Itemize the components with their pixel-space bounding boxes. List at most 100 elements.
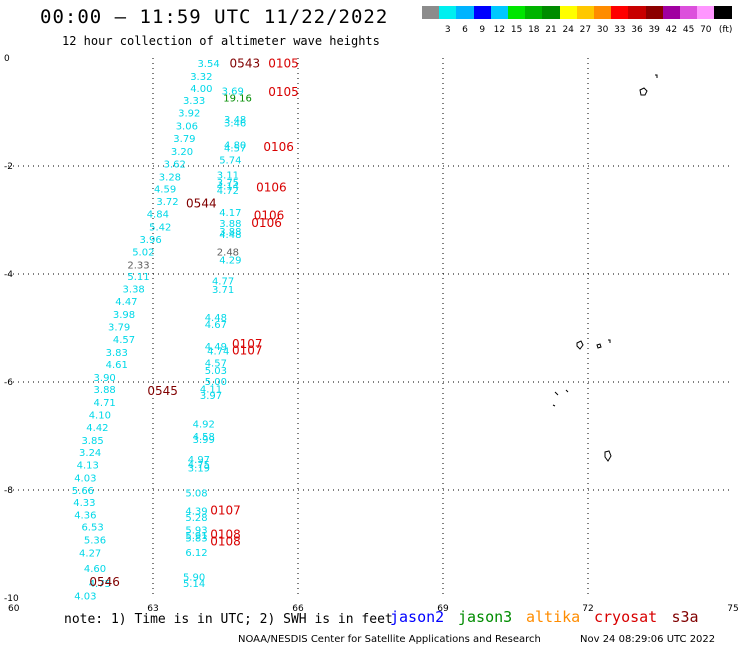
scale-swatch xyxy=(473,6,492,19)
scale-swatch xyxy=(680,6,698,19)
scale-label: 6 xyxy=(462,25,468,35)
wave-height-value: 3.90 xyxy=(94,373,116,384)
scale-label: 24 xyxy=(562,25,574,35)
wave-height-value: 5.14 xyxy=(183,579,205,590)
wave-height-value: 5.74 xyxy=(219,156,241,167)
scale-label: 15 xyxy=(510,25,523,35)
wave-height-value: 4.61 xyxy=(106,360,128,371)
longitude-tick-label: 66 xyxy=(292,604,304,614)
wave-height-value: 3.79 xyxy=(108,322,130,333)
credit-line: NOAA/NESDIS Center for Satellite Applica… xyxy=(238,634,541,645)
generated-timestamp: Nov 24 08:29:06 UTC 2022 xyxy=(580,634,716,645)
wave-height-value: 3.88 xyxy=(94,385,116,396)
longitude-tick-label: 63 xyxy=(147,604,158,614)
pass-time-label: 0108 xyxy=(210,534,241,548)
latitude-tick-label: -6 xyxy=(4,378,13,388)
wave-height-value: 5.08 xyxy=(185,489,207,500)
scale-swatch xyxy=(559,6,578,19)
longitude-tick-label: 75 xyxy=(727,604,738,614)
wave-height-value: 3.97 xyxy=(200,391,222,402)
wave-height-value: 4.57 xyxy=(205,359,227,370)
scale-swatch xyxy=(456,6,474,19)
wave-height-value: 5.00 xyxy=(205,377,227,388)
pass-time-label: 0106 xyxy=(254,209,285,223)
longitude-tick-label: 60 xyxy=(8,604,20,614)
wave-height-value: 5.42 xyxy=(149,222,171,233)
wave-height-value: 3.71 xyxy=(212,285,234,296)
satellite-label-jason3: jason3 xyxy=(458,608,513,626)
wave-height-value: 3.88 xyxy=(219,227,241,238)
scale-swatch xyxy=(628,6,646,19)
wave-height-value: 3.69 xyxy=(222,86,244,97)
scale-label: 21 xyxy=(545,25,557,35)
wave-height-value: 3.46 xyxy=(224,118,246,129)
scale-swatch xyxy=(645,6,664,19)
wave-height-value: 4.92 xyxy=(193,420,215,431)
latitude-tick-label: -8 xyxy=(4,486,13,496)
wave-height-value: 3.11 xyxy=(217,171,239,182)
wave-height-value: 3.72 xyxy=(156,197,178,208)
latitude-tick-label: -2 xyxy=(4,162,13,172)
scale-swatch xyxy=(611,6,629,19)
wave-height-value: 5.11 xyxy=(127,272,149,283)
wave-height-value: 3.19 xyxy=(188,463,210,474)
wave-height-value: 5.66 xyxy=(72,486,94,497)
island-outlines xyxy=(552,74,658,462)
wave-height-readings: 4.034.754.604.275.366.534.364.335.664.03… xyxy=(72,59,252,602)
pass-time-label: 0545 xyxy=(147,384,178,398)
wave-height-value: 4.84 xyxy=(147,210,169,221)
latitude-tick-label: -10 xyxy=(4,594,19,604)
wave-height-value: 3.54 xyxy=(197,59,219,70)
wave-height-value: 19.16 xyxy=(223,93,252,104)
wave-height-value: 2.33 xyxy=(127,260,149,271)
wave-height-value: 4.11 xyxy=(200,384,222,395)
pass-time-label: 0108 xyxy=(210,527,241,541)
wave-height-value: 4.29 xyxy=(219,255,241,266)
scale-label: 33 xyxy=(614,25,626,35)
wave-height-value: 4.39 xyxy=(185,507,207,518)
wave-height-value: 4.42 xyxy=(86,423,108,434)
wave-height-value: 4.14 xyxy=(217,181,239,192)
wave-height-value: 3.79 xyxy=(173,134,195,145)
wave-height-value: 6.12 xyxy=(185,548,207,559)
latitude-tick-label: -4 xyxy=(4,270,13,280)
wave-height-value: 3.92 xyxy=(178,109,200,120)
wave-height-value: 4.48 xyxy=(219,230,241,241)
scale-swatch xyxy=(594,6,612,19)
latitude-tick-label: 0 xyxy=(4,54,10,64)
scale-swatch xyxy=(525,6,543,19)
satellite-label-jason2: jason2 xyxy=(390,608,445,626)
wave-height-value: 3.85 xyxy=(81,436,103,447)
wave-height-value: 4.03 xyxy=(74,474,96,485)
scale-label: 9 xyxy=(479,25,486,35)
wave-height-value: 4.17 xyxy=(219,208,241,219)
scale-label: 36 xyxy=(631,25,643,35)
map-grid xyxy=(8,58,733,598)
wave-height-value: 3.83 xyxy=(106,348,128,359)
island-outline xyxy=(596,343,602,349)
wave-height-value: 4.57 xyxy=(224,144,246,155)
wave-height-value: 4.74 xyxy=(207,347,229,358)
wave-height-value: 4.60 xyxy=(84,564,106,575)
scale-swatch xyxy=(542,6,560,19)
scale-swatch xyxy=(422,6,440,19)
pass-time-label: 0543 xyxy=(230,56,261,70)
island-outline xyxy=(655,74,658,78)
page-title: 00:00 – 11:59 UTC 11/22/2022 xyxy=(40,6,389,28)
longitude-tick-label: 72 xyxy=(582,604,593,614)
pass-time-label: 0105 xyxy=(268,85,299,99)
wave-height-value: 3.28 xyxy=(159,172,181,183)
scale-swatch xyxy=(662,6,681,19)
wave-height-value: 4.47 xyxy=(115,297,137,308)
wave-height-value: 4.03 xyxy=(74,591,96,602)
pass-time-label: 0546 xyxy=(89,575,120,589)
wave-height-value: 3.99 xyxy=(193,435,215,446)
wave-height-value: 5.02 xyxy=(132,247,154,258)
wave-height-value: 5.91 xyxy=(185,531,207,542)
page-subtitle: 12 hour collection of altimeter wave hei… xyxy=(62,34,380,48)
scale-label: 70 xyxy=(700,25,712,35)
island-outline xyxy=(639,87,648,96)
longitude-tick-label: 69 xyxy=(437,604,449,614)
wave-height-value: 4.36 xyxy=(74,510,96,521)
